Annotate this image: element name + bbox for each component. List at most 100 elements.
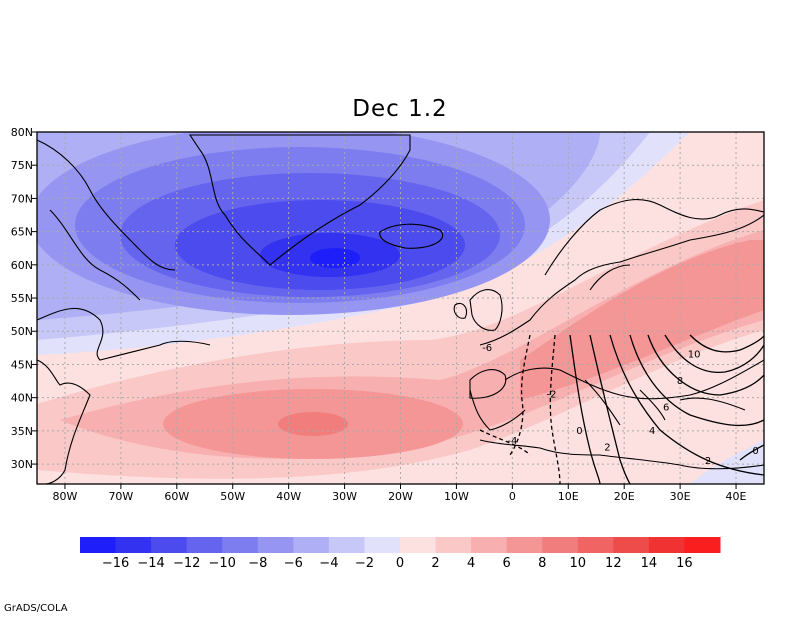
contour-neg-4 xyxy=(479,429,531,456)
lat-tick-label: 60N xyxy=(11,259,33,272)
colorbar-swatch xyxy=(222,537,259,553)
lon-tick-label: 30E xyxy=(670,490,691,503)
lon-tick-label: 20W xyxy=(388,490,413,503)
contour-neg-2 xyxy=(549,334,561,484)
colorbar-label: 6 xyxy=(503,556,511,571)
colorbar-swatch xyxy=(648,537,685,553)
contour-8 xyxy=(664,334,764,373)
contour-labels: -6 -4 -2 0 2 2 0 4 6 8 10 xyxy=(482,343,759,467)
longitude-ticks: 80W 70W 60W 50W 40W 30W 20W 10W 0 10E 20E 30E 40E xyxy=(53,484,747,503)
contour-10 xyxy=(689,334,764,353)
colorbar-label: 12 xyxy=(605,556,622,571)
colorbar-swatch xyxy=(506,537,543,553)
contour-label: 4 xyxy=(649,426,655,437)
colorbar-swatch xyxy=(684,537,721,553)
coast-europe xyxy=(469,214,764,400)
colorbar-labels: −16 −14 −12 −10 −8 −6 −4 −2 0 2 4 6 8 10 12 14 16 xyxy=(102,556,693,571)
lon-tick-label: 40E xyxy=(726,490,747,503)
colorbar-swatch xyxy=(151,537,188,553)
lon-tick-label: 0 xyxy=(509,490,516,503)
contour-label: 10 xyxy=(688,349,701,360)
colorbar-label: 10 xyxy=(570,556,587,571)
contours xyxy=(479,334,764,484)
coast-north-america xyxy=(37,307,211,484)
lon-tick-label: 50W xyxy=(220,490,245,503)
lat-tick-label: 65N xyxy=(11,226,33,239)
lat-tick-label: 80N xyxy=(11,126,33,139)
colorbar-swatch xyxy=(542,537,579,553)
lat-tick-label: 45N xyxy=(11,358,33,371)
lat-tick-label: 55N xyxy=(11,292,33,305)
contour-label: 0 xyxy=(576,426,582,437)
contour-6 xyxy=(647,334,764,396)
shaded-field xyxy=(37,132,764,484)
colorbar-swatch xyxy=(400,537,437,553)
contour-label: 2 xyxy=(604,442,610,453)
lat-tick-label: 50N xyxy=(11,325,33,338)
colorbar-label: 2 xyxy=(431,556,439,571)
contour-label: -2 xyxy=(547,389,557,400)
contour-label: -6 xyxy=(482,343,492,354)
colorbar-swatch xyxy=(364,537,401,553)
colorbar-swatch xyxy=(471,537,508,553)
lon-tick-label: 10E xyxy=(558,490,579,503)
credit-text: GrADS/COLA xyxy=(4,603,68,614)
contour-0-east xyxy=(739,444,764,461)
lon-tick-label: 10W xyxy=(444,490,469,503)
contour-label: -4 xyxy=(507,436,517,447)
lat-tick-label: 30N xyxy=(11,458,33,471)
contour-label: 0 xyxy=(752,446,758,457)
contour-label: 2 xyxy=(705,456,711,467)
lon-tick-label: 80W xyxy=(53,490,78,503)
lat-tick-label: 70N xyxy=(11,192,33,205)
contour-4 xyxy=(629,334,764,427)
coast-mediterranean xyxy=(584,379,746,426)
coast-baffin xyxy=(37,139,176,301)
colorbar-swatch xyxy=(257,537,294,553)
lon-tick-label: 40W xyxy=(276,490,301,503)
shade-neg-se xyxy=(690,440,764,484)
colorbar-label: 16 xyxy=(676,556,693,571)
colorbar-label: −2 xyxy=(355,556,374,571)
lon-tick-label: 60W xyxy=(164,490,189,503)
colorbar-label: −6 xyxy=(284,556,303,571)
coast-iceland xyxy=(379,223,443,249)
lon-tick-label: 30W xyxy=(332,490,357,503)
colorbar-label: −8 xyxy=(248,556,267,571)
coastlines xyxy=(37,134,764,484)
colorbar-label: −4 xyxy=(319,556,338,571)
latitude-ticks: 30N 35N 40N 45N 50N 55N 60N 65N 70N 75N 80N xyxy=(11,126,37,471)
colorbar-label: −12 xyxy=(173,556,200,571)
shade-europe-max xyxy=(520,240,764,400)
coast-scandinavia xyxy=(544,199,764,291)
colorbar-label: −16 xyxy=(102,556,129,571)
colorbar-label: 4 xyxy=(467,556,475,571)
colorbar-swatch xyxy=(115,537,152,553)
contour-2b xyxy=(609,334,764,476)
map-title: Dec 1.2 xyxy=(352,96,448,122)
colorbar-label: −10 xyxy=(209,556,236,571)
colorbar xyxy=(80,537,721,553)
lon-tick-label: 20E xyxy=(614,490,635,503)
colorbar-swatch xyxy=(186,537,223,553)
shade-subtropical-core xyxy=(278,412,348,436)
contour-2 xyxy=(589,334,631,484)
lon-tick-label: 70W xyxy=(108,490,133,503)
colorbar-label: 8 xyxy=(538,556,546,571)
colorbar-swatch xyxy=(293,537,330,553)
coast-british-isles xyxy=(453,289,503,331)
contour-label: 8 xyxy=(677,376,683,387)
shade-neg-16 xyxy=(310,248,360,268)
colorbar-swatch xyxy=(328,537,365,553)
contour-label: 6 xyxy=(663,403,669,414)
contour-0 xyxy=(569,334,601,484)
coast-greenland xyxy=(188,134,411,266)
colorbar-swatch xyxy=(80,537,117,553)
colorbar-label: −14 xyxy=(137,556,164,571)
colorbar-swatch xyxy=(577,537,614,553)
colorbar-label: 0 xyxy=(396,556,404,571)
colorbar-label: 14 xyxy=(641,556,658,571)
contour-neg-6 xyxy=(509,334,531,456)
lat-tick-label: 35N xyxy=(11,425,33,438)
